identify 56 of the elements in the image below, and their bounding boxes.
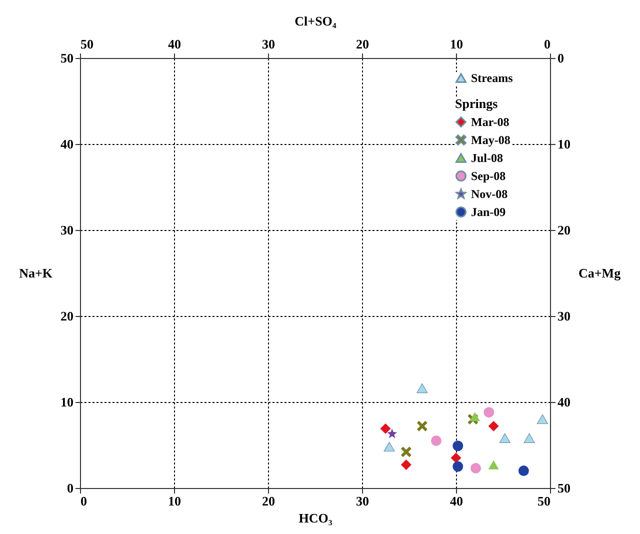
y-tick-label: 30: [60, 222, 74, 238]
y-tick-label: 0: [67, 480, 74, 496]
x-tick-label: 30: [356, 494, 369, 508]
x-tick-label: 20: [262, 494, 275, 508]
point: [470, 462, 481, 474]
point: [450, 452, 462, 464]
y-tick-label: 40: [60, 136, 74, 152]
y2-tick-label: 40: [558, 394, 570, 410]
point: [384, 442, 395, 452]
point: [416, 383, 428, 394]
y2-axis-title: Ca+Mg: [578, 266, 622, 280]
x-tick-label: 50: [538, 494, 550, 508]
legend-label: Mar-08: [471, 115, 510, 129]
y2-tick-label: 0: [558, 50, 564, 66]
y2-tick-label: 10: [558, 136, 570, 152]
legend-label: Streams: [471, 71, 514, 85]
legend-label: Sep-08: [471, 169, 506, 183]
point: [416, 420, 428, 432]
x2-tick-label: 50: [80, 36, 94, 52]
y-tick-label: 10: [60, 394, 74, 410]
legend-label: May-08: [471, 133, 510, 147]
y-tick-label: 50: [60, 50, 74, 66]
x-tick-label: 0: [80, 494, 87, 508]
point: [499, 433, 510, 443]
point: [387, 428, 398, 438]
point: [431, 435, 442, 446]
x-tick-label: 40: [450, 494, 463, 508]
point: [470, 412, 480, 422]
point: [452, 440, 464, 452]
point: [488, 420, 499, 432]
y2-tick-label: 50: [558, 480, 570, 496]
point: [484, 407, 494, 418]
legend-title: Springs: [455, 96, 498, 111]
point: [452, 461, 464, 472]
point: [400, 460, 412, 470]
legend-label: Jan-09: [471, 205, 506, 219]
y2-tick-label: 30: [558, 308, 570, 324]
point: [380, 423, 391, 434]
x2-axis-title: Cl+SO₄: [294, 14, 336, 28]
x2-tick-label: 30: [262, 36, 275, 52]
point: [536, 414, 548, 424]
legend-label: Jul-08: [471, 151, 504, 165]
x2-tick-label: 0: [544, 36, 550, 52]
y-tick-label: 20: [60, 308, 74, 324]
x-axis-title: HCO₃: [298, 510, 332, 526]
y2-tick-label: 20: [558, 222, 570, 238]
x2-tick-label: 20: [356, 36, 369, 52]
point: [400, 446, 412, 458]
point: [488, 460, 499, 470]
x2-tick-label: 40: [168, 36, 181, 52]
point: [518, 466, 529, 476]
x-tick-label: 10: [168, 494, 181, 508]
point: [524, 433, 535, 443]
legend-label: Nov-08: [471, 187, 508, 201]
x2-tick-label: 10: [450, 36, 463, 52]
y-axis-title: Na+K: [19, 266, 54, 280]
